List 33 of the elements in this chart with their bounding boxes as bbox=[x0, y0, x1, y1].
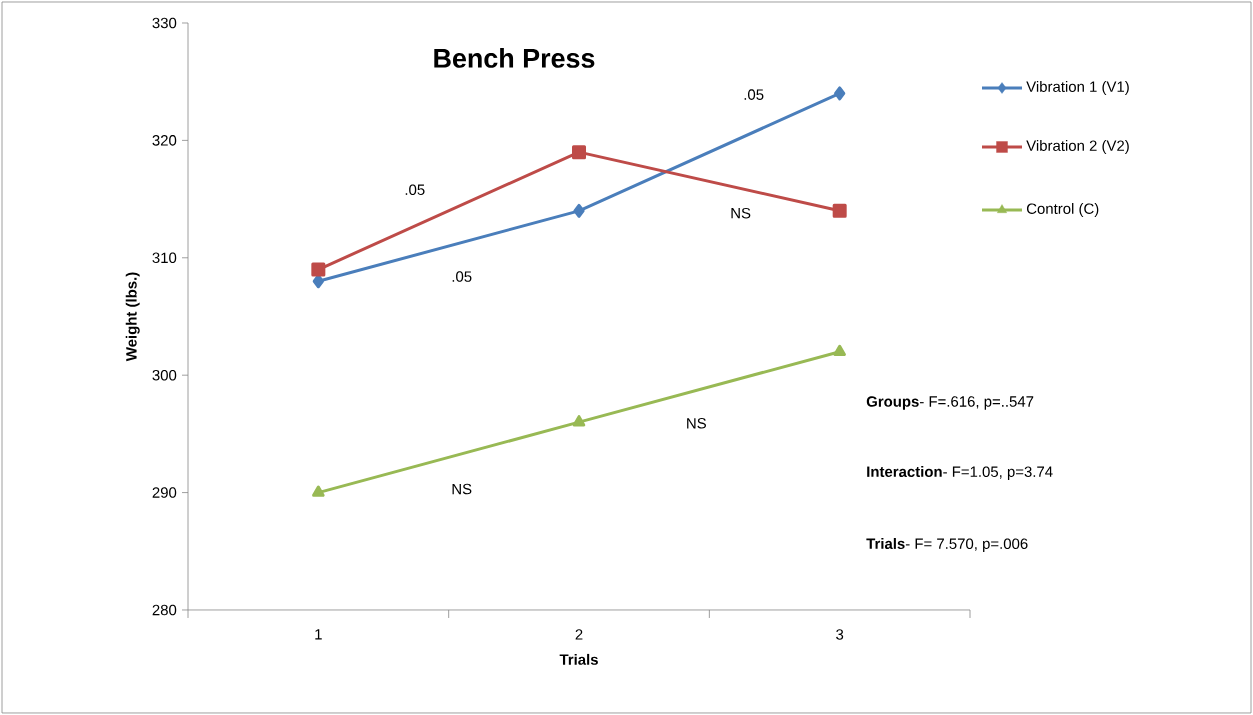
y-tick-label: 300 bbox=[152, 369, 177, 381]
annotation: .05 bbox=[452, 271, 472, 282]
y-axis-title: Weight (lbs.) bbox=[125, 272, 140, 362]
point bbox=[834, 86, 846, 101]
y-tick-label: 310 bbox=[152, 252, 177, 264]
y-tick-label: 330 bbox=[152, 17, 177, 29]
y-tick-label: 320 bbox=[152, 135, 177, 146]
legend-label: Vibration 1 (V1) bbox=[1026, 81, 1129, 95]
x-tick-label: 1 bbox=[315, 629, 322, 640]
annotation: NS bbox=[687, 418, 706, 429]
point bbox=[572, 415, 586, 427]
x-tick-label: 3 bbox=[836, 629, 844, 640]
point bbox=[832, 203, 847, 218]
annotation: NS bbox=[731, 207, 751, 219]
annotation: .05 bbox=[405, 184, 425, 195]
legend-label: Control (C) bbox=[1026, 203, 1099, 217]
point bbox=[312, 274, 324, 289]
point bbox=[572, 145, 587, 160]
annotation: Interaction- F=1.05, p=3.74 bbox=[867, 466, 1053, 480]
annotation: NS bbox=[452, 483, 472, 495]
point bbox=[311, 262, 326, 277]
legend-label: Vibration 2 (V2) bbox=[1026, 140, 1129, 154]
annotation: .05 bbox=[744, 89, 764, 100]
annotation: Groups- F=.616, p=..547 bbox=[866, 396, 1034, 410]
annotation: Trials- F= 7.570, p=.006 bbox=[866, 538, 1028, 552]
y-tick-label: 280 bbox=[152, 604, 177, 616]
x-tick-label: 2 bbox=[575, 629, 583, 640]
point bbox=[833, 344, 846, 356]
point bbox=[573, 203, 585, 218]
text: Bench Press bbox=[434, 48, 595, 68]
point bbox=[312, 485, 325, 497]
y-tick-label: 290 bbox=[152, 487, 177, 498]
x-axis-title: Trials bbox=[559, 653, 598, 665]
